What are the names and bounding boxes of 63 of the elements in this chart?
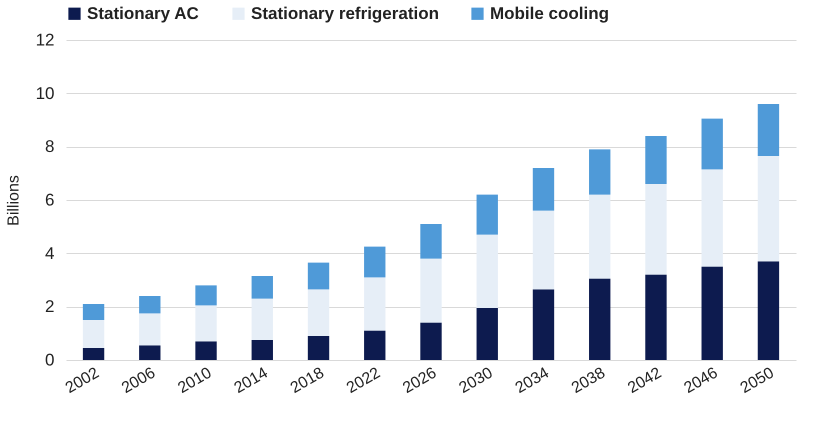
bar	[364, 330, 386, 360]
bar	[645, 136, 667, 184]
y-tick-label: 2	[45, 297, 54, 316]
legend-label: Stationary AC	[87, 4, 199, 23]
y-tick-label: 12	[36, 30, 54, 50]
x-tick-label: 2018	[288, 364, 328, 398]
bar	[252, 276, 273, 299]
bar	[532, 289, 554, 360]
y-tick-label: 4	[45, 244, 54, 263]
bar	[420, 258, 442, 323]
bar	[645, 274, 667, 360]
bar	[758, 261, 780, 360]
bar	[195, 305, 217, 342]
bar	[476, 308, 498, 360]
bar	[589, 194, 610, 279]
x-tick-label: 2002	[62, 364, 102, 398]
bar	[82, 304, 104, 320]
bar	[645, 184, 667, 275]
x-tick-label: 2030	[456, 364, 496, 398]
bar	[139, 345, 160, 360]
bar	[758, 104, 780, 156]
bar	[476, 234, 498, 308]
x-tick-label: 2022	[344, 364, 384, 398]
bar	[308, 262, 330, 290]
legend-label: Mobile cooling	[490, 4, 609, 23]
bar	[420, 224, 442, 259]
x-tick-label: 2038	[568, 364, 608, 398]
bar	[364, 277, 386, 331]
bar	[139, 296, 160, 314]
x-tick-label: 2034	[512, 364, 552, 398]
bar	[195, 341, 217, 360]
bar	[702, 169, 723, 267]
bar	[308, 289, 330, 336]
bar	[420, 322, 442, 360]
legend-label: Stationary refrigeration	[251, 4, 439, 23]
bar	[195, 285, 217, 306]
bar	[308, 336, 330, 360]
x-tick-label: 2046	[681, 364, 721, 398]
y-tick-label: 6	[45, 190, 54, 210]
y-tick-label: 0	[45, 350, 54, 370]
x-tick-label: 2050	[738, 364, 778, 398]
bar	[139, 313, 160, 346]
bar	[702, 118, 723, 170]
x-tick-label: 2006	[118, 364, 158, 398]
y-tick-label: 10	[36, 84, 54, 103]
x-tick-label: 2010	[175, 364, 215, 398]
bar	[589, 149, 610, 195]
bar	[532, 210, 554, 290]
x-tick-label: 2042	[625, 364, 665, 398]
bar	[82, 320, 104, 348]
bar	[252, 340, 273, 360]
y-axis-title: Billions	[6, 175, 23, 226]
x-tick-label: 2014	[231, 364, 271, 398]
bar	[252, 298, 273, 340]
bar	[532, 168, 554, 211]
bar	[702, 266, 723, 360]
bar	[82, 348, 104, 360]
bar	[364, 246, 386, 278]
bar	[476, 194, 498, 235]
bar	[758, 156, 780, 262]
x-tick-label: 2026	[400, 364, 440, 398]
y-tick-label: 8	[45, 137, 54, 156]
bar	[589, 278, 610, 360]
